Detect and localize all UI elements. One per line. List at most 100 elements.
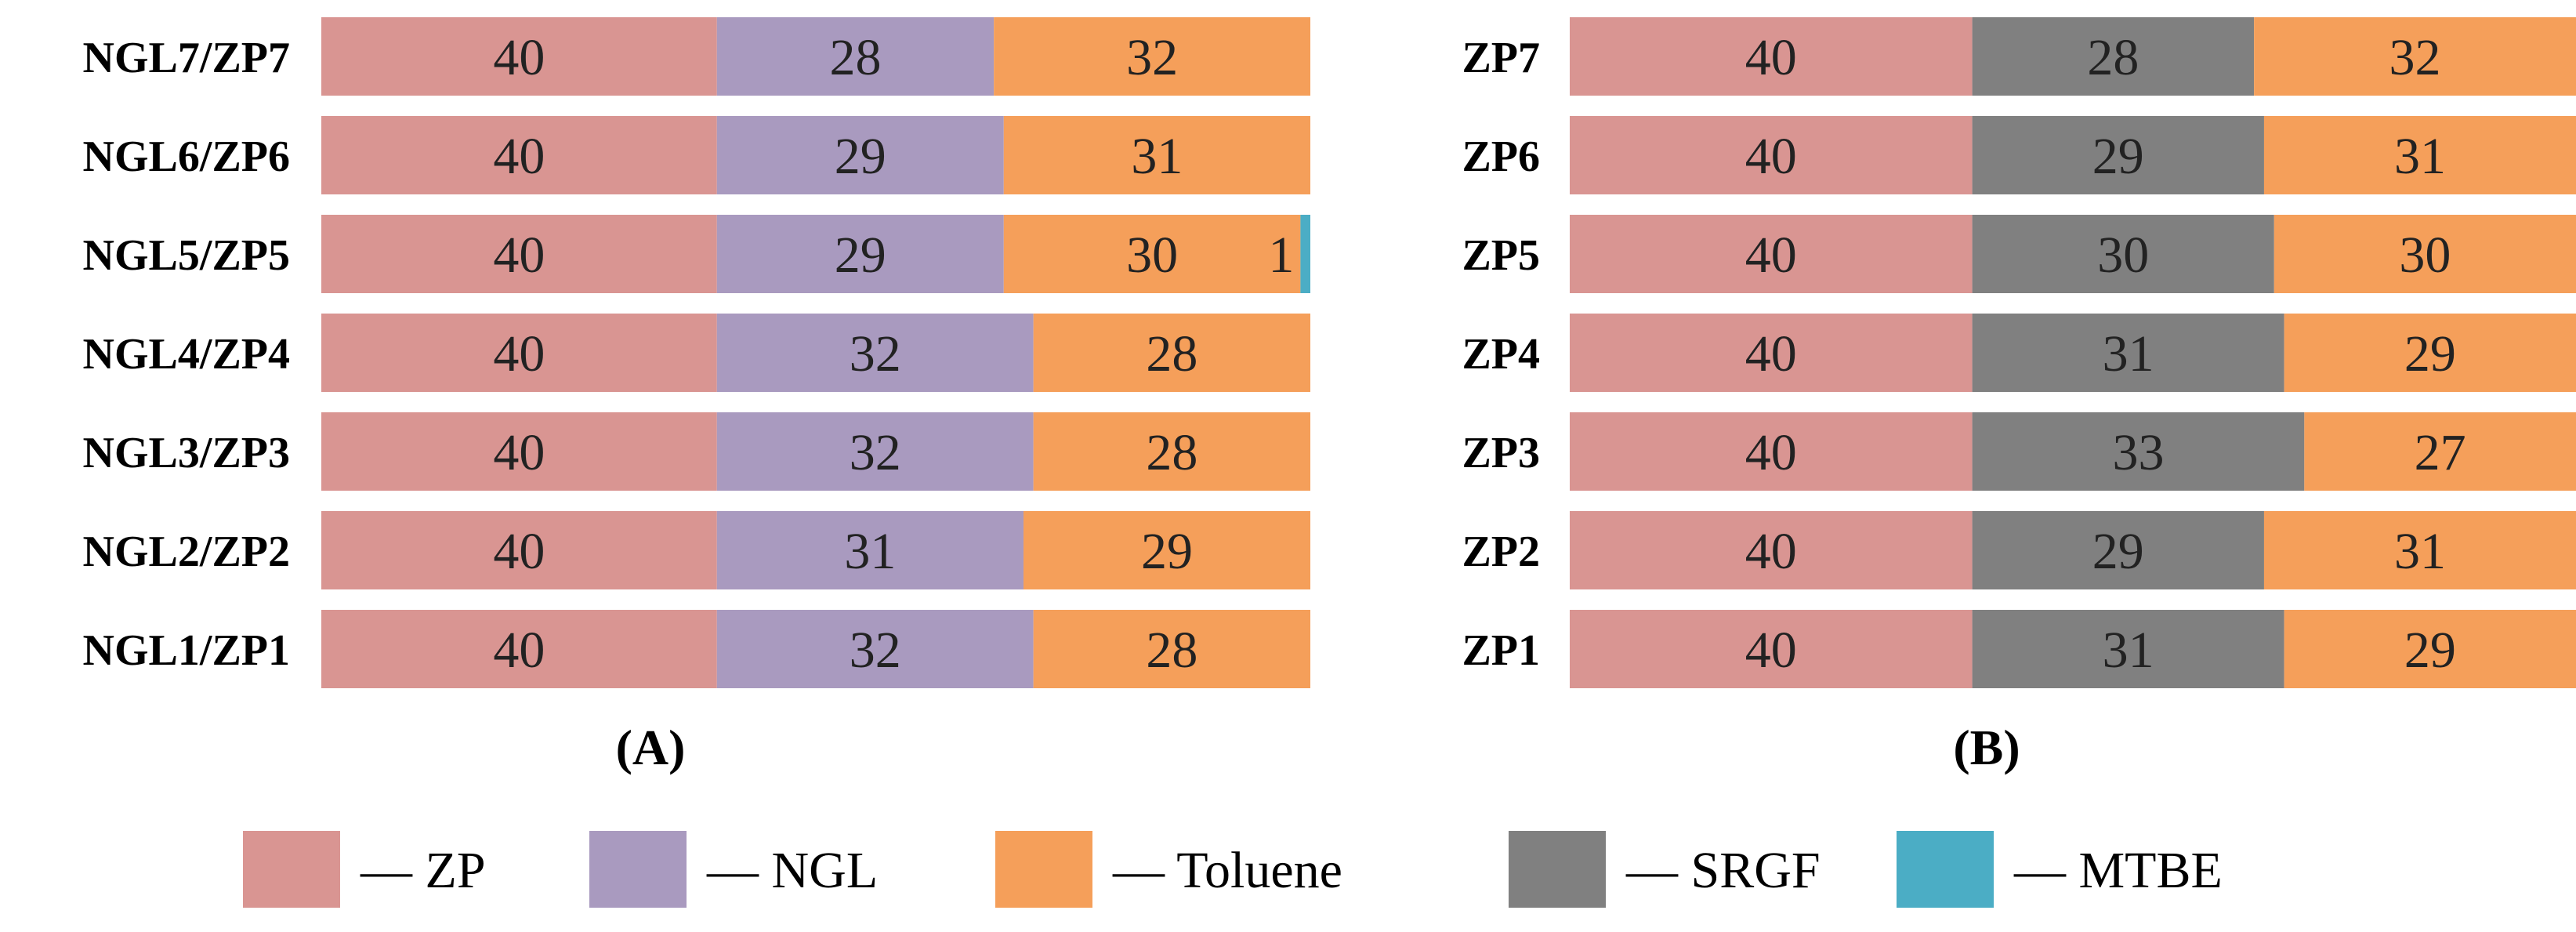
category-label: NGL7/ZP7 (83, 34, 290, 82)
bar-segment-ngl (716, 610, 1034, 688)
bar-segment-ngl (716, 511, 1024, 589)
data-label-srgf: 29 (2092, 128, 2144, 185)
data-label-zp: 40 (1745, 523, 1797, 580)
bar-segment-srgf (1972, 314, 2284, 392)
data-label-ngl: 32 (850, 622, 901, 679)
legend-swatch (589, 831, 687, 908)
data-label-toluene: 32 (1126, 29, 1178, 86)
bar-segment-zp (1570, 511, 1973, 589)
category-label: ZP1 (1462, 626, 1540, 675)
bar-segment-zp (1570, 314, 1973, 392)
legend: — ZP — NGL — Toluene — SRGF — MTBE (243, 831, 2223, 908)
data-label-ngl: 32 (850, 424, 901, 481)
category-label: ZP2 (1462, 528, 1540, 576)
bar-segment-zp (321, 215, 717, 293)
data-label-zp: 40 (1745, 128, 1797, 185)
bar-row-ngl5-zp5: NGL5/ZP5 40 29 30 1 (83, 215, 1310, 293)
panel-b: ZP7 40 28 32 ZP6 40 29 31 ZP5 40 30 30 ZP4 40 31 29 ZP3 4… (1462, 17, 2576, 775)
data-label-srgf: 31 (2103, 325, 2154, 383)
data-label-srgf: 33 (2112, 424, 2164, 481)
bar-segment-ngl (716, 17, 995, 96)
bar-segment-toluene (1033, 412, 1310, 491)
bar-segment-toluene (2284, 314, 2576, 392)
data-label-toluene: 28 (1146, 325, 1197, 383)
bar-segment-mtbe (1300, 215, 1310, 293)
bar-segment-srgf (1972, 511, 2264, 589)
bar-segment-toluene (1003, 215, 1301, 293)
category-label: NGL4/ZP4 (83, 330, 290, 379)
data-label-toluene: 31 (2394, 523, 2446, 580)
data-label-toluene: 30 (1126, 227, 1178, 284)
data-label-ngl: 28 (829, 29, 881, 86)
data-label-toluene: 29 (2404, 325, 2456, 383)
bar-row-ngl1-zp1: NGL1/ZP1 40 32 28 (83, 610, 1310, 688)
data-label-toluene: 31 (1131, 128, 1183, 185)
data-label-ngl: 29 (835, 227, 886, 284)
panel-a: NGL7/ZP7 40 28 32 NGL6/ZP6 40 29 31 NGL5/ZP5 40 29… (83, 17, 1310, 775)
data-label-toluene: 30 (2399, 227, 2451, 284)
data-label-zp: 40 (1745, 424, 1797, 481)
legend-label: — SRGF (1625, 842, 1821, 899)
bar-row-zp7: ZP7 40 28 32 (1462, 17, 2576, 96)
bar-segment-toluene (1003, 116, 1310, 194)
category-label: ZP3 (1462, 429, 1540, 477)
category-label: NGL6/ZP6 (83, 132, 290, 181)
bar-segment-zp (1570, 412, 1973, 491)
data-label-toluene: 28 (1146, 622, 1197, 679)
data-label-srgf: 28 (2087, 29, 2139, 86)
bar-row-ngl2-zp2: NGL2/ZP2 40 31 29 (83, 511, 1310, 589)
bar-row-ngl3-zp3: NGL3/ZP3 40 32 28 (83, 412, 1310, 491)
bar-segment-srgf (1972, 610, 2284, 688)
bar-segment-toluene (2254, 17, 2576, 96)
bar-segment-toluene (1024, 511, 1310, 589)
data-label-zp: 40 (493, 523, 545, 580)
data-label-zp: 40 (493, 29, 545, 86)
bar-segment-zp (321, 610, 717, 688)
bar-row-zp3: ZP3 40 33 27 (1462, 412, 2576, 491)
bar-segment-toluene (2284, 610, 2576, 688)
bar-segment-toluene (2263, 511, 2576, 589)
category-label: NGL1/ZP1 (83, 626, 290, 675)
bar-segment-zp (321, 116, 717, 194)
legend-item-zp: — ZP (243, 831, 486, 908)
legend-swatch (1897, 831, 1994, 908)
data-label-zp: 40 (1745, 29, 1797, 86)
bar-segment-toluene (1033, 314, 1310, 392)
category-label: ZP4 (1462, 330, 1540, 379)
bar-row-zp5: ZP5 40 30 30 (1462, 215, 2576, 293)
data-label-zp: 40 (493, 325, 545, 383)
legend-item-ngl: — NGL (589, 831, 878, 908)
bar-row-ngl4-zp4: NGL4/ZP4 40 32 28 (83, 314, 1310, 392)
bar-row-zp1: ZP1 40 31 29 (1462, 610, 2576, 688)
legend-item-mtbe: — MTBE (1897, 831, 2223, 908)
data-label-srgf: 29 (2092, 523, 2144, 580)
bar-segment-zp (321, 412, 717, 491)
data-label-srgf: 31 (2103, 622, 2154, 679)
panel-title: (B) (1953, 720, 2020, 775)
bar-segment-ngl (716, 314, 1034, 392)
data-label-toluene: 28 (1146, 424, 1197, 481)
bar-segment-srgf (1972, 116, 2264, 194)
legend-label: — Toluene (1112, 842, 1342, 899)
bar-segment-zp (1570, 116, 1973, 194)
bar-segment-toluene (994, 17, 1310, 96)
bar-row-zp6: ZP6 40 29 31 (1462, 116, 2576, 194)
data-label-zp: 40 (1745, 622, 1797, 679)
data-label-zp: 40 (1745, 325, 1797, 383)
legend-swatch (1509, 831, 1606, 908)
legend-swatch (995, 831, 1092, 908)
bar-segment-ngl (716, 116, 1004, 194)
category-label: ZP7 (1462, 34, 1540, 82)
data-label-ngl: 31 (844, 523, 896, 580)
data-label-ngl: 32 (850, 325, 901, 383)
bar-segment-zp (1570, 215, 1973, 293)
bar-segment-toluene (2273, 215, 2576, 293)
bar-segment-zp (321, 314, 717, 392)
data-label-toluene: 29 (2404, 622, 2456, 679)
data-label-zp: 40 (493, 622, 545, 679)
legend-item-toluene: — Toluene (995, 831, 1342, 908)
bar-segment-srgf (1972, 412, 2305, 491)
panel-title: (A) (616, 720, 686, 775)
data-label-mtbe: 1 (1268, 227, 1294, 284)
